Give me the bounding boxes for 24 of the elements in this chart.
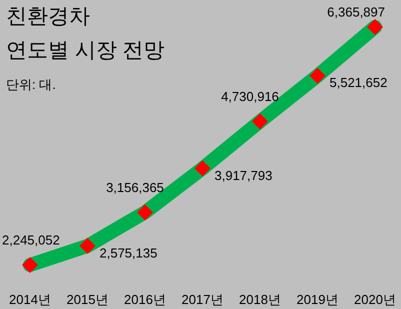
- point: [367, 19, 383, 35]
- data-label: 2,245,052: [2, 232, 60, 248]
- data-label: 5,521,652: [330, 75, 388, 90]
- chart-title: 친환경차: [6, 4, 90, 30]
- point: [310, 68, 326, 84]
- text: 연도별 시장 전망: [6, 38, 165, 64]
- data-label: 6,365,897: [327, 4, 385, 20]
- x-tick-label: 2014년: [9, 292, 51, 308]
- x-tick-label: 2017년: [182, 292, 224, 308]
- x-tick-label: 2020년: [354, 292, 396, 308]
- x-tick-label: 2015년: [66, 292, 108, 308]
- data-label: 3,156,365: [106, 180, 164, 195]
- point: [252, 113, 268, 130]
- x-tick-label: 2019년: [296, 292, 338, 308]
- data-label: 3,917,793: [214, 168, 272, 183]
- data-label: 2,575,135: [100, 245, 158, 260]
- x-tick-label: 2018년: [239, 292, 281, 308]
- point: [22, 257, 38, 273]
- annotation: 단위: 대.: [6, 76, 56, 94]
- point: [80, 238, 96, 254]
- point: [194, 160, 210, 176]
- data-label: 4,730,916: [221, 88, 279, 104]
- point: [137, 204, 153, 220]
- x-tick-label: 2016년: [124, 292, 166, 308]
